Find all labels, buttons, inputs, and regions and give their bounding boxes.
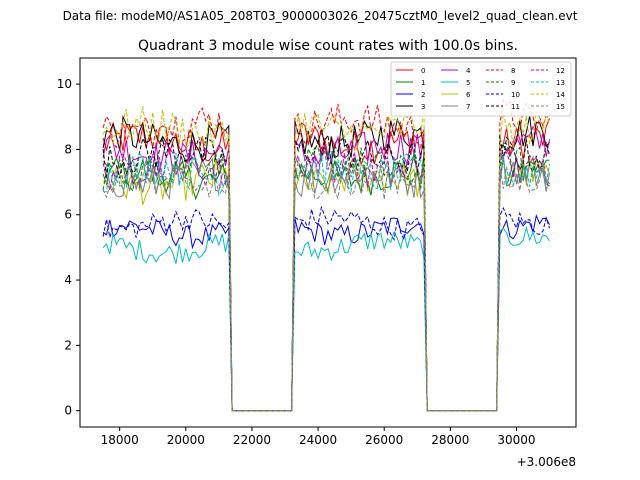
legend-label-7: 7 xyxy=(466,103,470,111)
y-axis: 0 2 4 6 8 10 xyxy=(57,77,80,418)
x-offset-label: +3.006e8 xyxy=(517,455,576,469)
y-tick-label: 10 xyxy=(57,77,72,91)
legend-label-0: 0 xyxy=(421,67,425,75)
legend-label-8: 8 xyxy=(511,67,515,75)
x-tick-label: 24000 xyxy=(299,433,337,447)
x-tick-label: 28000 xyxy=(431,433,469,447)
x-tick-label: 26000 xyxy=(365,433,403,447)
series-layer xyxy=(102,98,550,412)
legend-label-6: 6 xyxy=(466,91,471,99)
y-tick-label: 6 xyxy=(64,208,72,222)
legend-label-15: 15 xyxy=(556,103,565,111)
legend-label-3: 3 xyxy=(421,103,425,111)
chart-title: Quadrant 3 module wise count rates with … xyxy=(138,38,518,54)
x-tick-label: 20000 xyxy=(167,433,205,447)
chart-suptitle: Data file: modeM0/AS1A05_208T03_90000030… xyxy=(63,9,578,23)
x-tick-label: 22000 xyxy=(233,433,271,447)
plot-area: 18000 20000 22000 24000 26000 28000 30000 0 2 4 6… xyxy=(57,57,577,469)
legend-label-10: 10 xyxy=(511,91,520,99)
axes-background xyxy=(80,58,576,427)
x-tick-label: 18000 xyxy=(101,433,139,447)
x-axis: 18000 20000 22000 24000 26000 28000 30000 xyxy=(101,427,536,447)
legend-box xyxy=(390,61,572,117)
legend-label-11: 11 xyxy=(511,103,520,111)
legend-label-1: 1 xyxy=(421,79,425,87)
y-tick-label: 2 xyxy=(64,338,72,352)
axes-frame xyxy=(79,57,577,428)
legend-label-9: 9 xyxy=(511,79,515,87)
legend-label-12: 12 xyxy=(556,67,565,75)
legend-label-2: 2 xyxy=(421,91,425,99)
x-tick-label: 30000 xyxy=(497,433,535,447)
legend-label-13: 13 xyxy=(556,79,565,87)
y-tick-label: 8 xyxy=(64,142,72,156)
legend-label-5: 5 xyxy=(466,79,470,87)
y-tick-label: 0 xyxy=(64,404,72,418)
y-tick-label: 4 xyxy=(64,273,72,287)
legend-label-14: 14 xyxy=(556,91,565,99)
series-line-15 xyxy=(102,159,550,412)
legend-label-4: 4 xyxy=(466,67,471,75)
